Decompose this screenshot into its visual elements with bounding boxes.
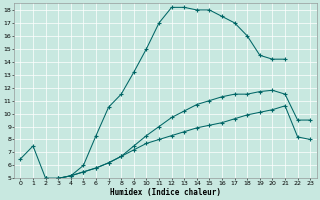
X-axis label: Humidex (Indice chaleur): Humidex (Indice chaleur) (110, 188, 221, 197)
